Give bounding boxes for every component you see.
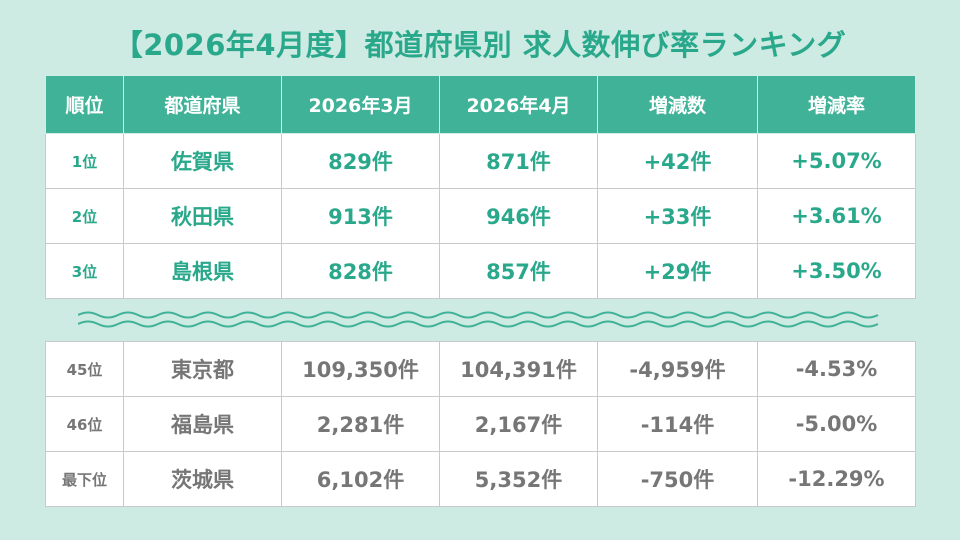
rank-cell: 2位 — [45, 188, 124, 244]
april-cell: 857件 — [439, 243, 598, 299]
prefecture-cell: 福島県 — [123, 396, 282, 452]
table-row: 2位 秋田県 913件 946件 +33件 +3.61% — [45, 188, 916, 244]
march-cell: 828件 — [281, 243, 440, 299]
rate-cell: -4.53% — [757, 341, 916, 397]
header-april: 2026年4月 — [439, 75, 598, 134]
wave-divider-icon — [78, 311, 879, 328]
table-row: 45位 東京都 109,350件 104,391件 -4,959件 -4.53% — [45, 341, 916, 397]
diff-cell: +33件 — [597, 188, 758, 244]
table-row: 3位 島根県 828件 857件 +29件 +3.50% — [45, 243, 916, 299]
diff-cell: +42件 — [597, 133, 758, 189]
prefecture-cell: 佐賀県 — [123, 133, 282, 189]
april-cell: 2,167件 — [439, 396, 598, 452]
rank-cell: 1位 — [45, 133, 124, 189]
march-cell: 829件 — [281, 133, 440, 189]
rank-cell: 3位 — [45, 243, 124, 299]
header-march: 2026年3月 — [281, 75, 440, 134]
prefecture-cell: 島根県 — [123, 243, 282, 299]
rate-cell: +5.07% — [757, 133, 916, 189]
header-rank: 順位 — [45, 75, 124, 134]
rate-cell: -5.00% — [757, 396, 916, 452]
table-header-row: 順位 都道府県 2026年3月 2026年4月 増減数 増減率 — [45, 75, 916, 134]
prefecture-cell: 秋田県 — [123, 188, 282, 244]
diff-cell: -4,959件 — [597, 341, 758, 397]
march-cell: 913件 — [281, 188, 440, 244]
bottom-ranking-table: 45位 東京都 109,350件 104,391件 -4,959件 -4.53%… — [45, 341, 916, 507]
header-prefecture: 都道府県 — [123, 75, 282, 134]
march-cell: 6,102件 — [281, 451, 440, 507]
table-row: 1位 佐賀県 829件 871件 +42件 +5.07% — [45, 133, 916, 189]
rate-cell: +3.50% — [757, 243, 916, 299]
diff-cell: -114件 — [597, 396, 758, 452]
rank-cell: 46位 — [45, 396, 124, 452]
table-row: 最下位 茨城県 6,102件 5,352件 -750件 -12.29% — [45, 451, 916, 507]
april-cell: 104,391件 — [439, 341, 598, 397]
page-title: 【2026年4月度】都道府県別 求人数伸び率ランキング — [113, 28, 847, 62]
april-cell: 871件 — [439, 133, 598, 189]
march-cell: 2,281件 — [281, 396, 440, 452]
april-cell: 5,352件 — [439, 451, 598, 507]
march-cell: 109,350件 — [281, 341, 440, 397]
rate-cell: +3.61% — [757, 188, 916, 244]
prefecture-cell: 茨城県 — [123, 451, 282, 507]
prefecture-cell: 東京都 — [123, 341, 282, 397]
april-cell: 946件 — [439, 188, 598, 244]
diff-cell: +29件 — [597, 243, 758, 299]
diff-cell: -750件 — [597, 451, 758, 507]
top-ranking-table: 順位 都道府県 2026年3月 2026年4月 増減数 増減率 1位 佐賀県 8… — [45, 75, 916, 299]
header-diff: 増減数 — [597, 75, 758, 134]
rank-cell: 最下位 — [45, 451, 124, 507]
header-rate: 増減率 — [757, 75, 916, 134]
rank-cell: 45位 — [45, 341, 124, 397]
rate-cell: -12.29% — [757, 451, 916, 507]
table-row: 46位 福島県 2,281件 2,167件 -114件 -5.00% — [45, 396, 916, 452]
